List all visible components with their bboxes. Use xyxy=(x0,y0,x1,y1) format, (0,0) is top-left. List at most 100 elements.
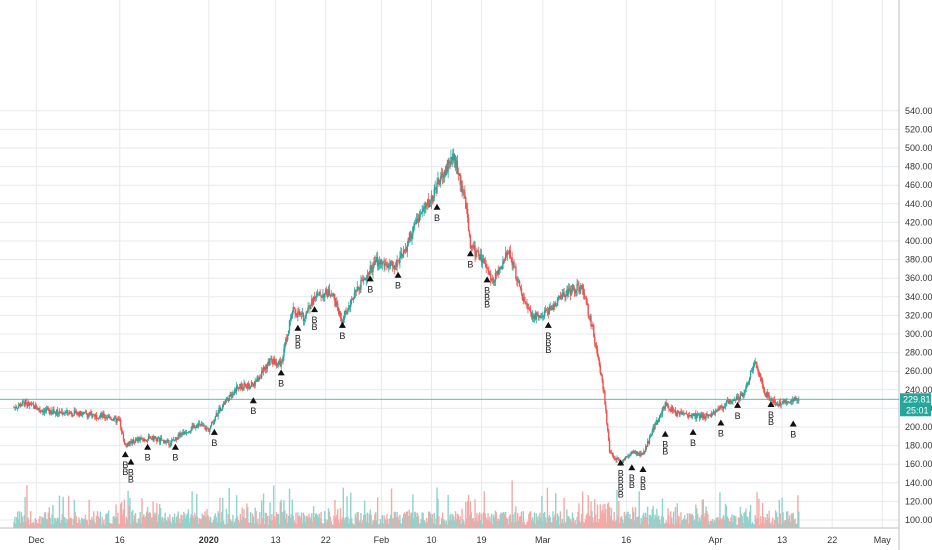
volume-bar xyxy=(382,523,384,528)
volume-bar xyxy=(256,522,258,528)
volume-bar xyxy=(756,492,758,528)
volume-bar xyxy=(52,504,54,528)
candle-body xyxy=(655,423,657,425)
candle-body xyxy=(299,312,302,315)
candle-body xyxy=(94,414,97,417)
price-axis[interactable]: 100.00120.00140.00160.00180.00200.00220.… xyxy=(905,106,932,525)
candle-body xyxy=(659,413,662,416)
volume-bar xyxy=(255,511,257,528)
volume-bar xyxy=(581,513,583,528)
volume-bar xyxy=(523,521,525,528)
volume-bar xyxy=(352,524,355,528)
candle-body xyxy=(401,255,404,257)
volume-bar xyxy=(585,514,588,528)
candle-body xyxy=(689,415,691,416)
volume-bar xyxy=(690,514,692,528)
candle-body xyxy=(297,311,299,318)
candle-body xyxy=(570,289,573,296)
candle-body xyxy=(308,307,310,309)
time-tick-label: Apr xyxy=(708,535,722,545)
volume-bar xyxy=(616,489,618,528)
price-tick-label: 140.00 xyxy=(905,478,932,488)
candle-body xyxy=(218,407,220,414)
volume-bar xyxy=(421,512,423,528)
volume-bar xyxy=(453,520,456,528)
volume-bar xyxy=(519,515,522,528)
candle-body xyxy=(619,459,621,463)
volume-bar xyxy=(303,515,306,528)
volume-bar xyxy=(182,519,184,528)
candle-body xyxy=(508,250,511,254)
volume-bar xyxy=(132,510,134,528)
candle-body xyxy=(736,396,739,398)
volume-bar xyxy=(437,498,439,528)
candle-body xyxy=(50,410,52,415)
candle-body xyxy=(635,451,638,454)
candle-body xyxy=(764,393,767,396)
volume-bar xyxy=(432,522,435,528)
buy-signal-triangle xyxy=(338,321,346,328)
volume-bar xyxy=(488,520,490,528)
volume-bar xyxy=(672,511,675,528)
volume-bar xyxy=(332,524,334,528)
volume-bar xyxy=(317,517,319,528)
volume-bar xyxy=(30,523,33,528)
time-tick-label: Dec xyxy=(28,535,45,545)
candle-body xyxy=(360,280,362,290)
volume-bar xyxy=(294,522,296,528)
volume-bar xyxy=(665,520,667,528)
volume-bar xyxy=(627,511,629,528)
candle-body xyxy=(410,232,412,239)
candle-body xyxy=(288,320,291,331)
candle-body xyxy=(242,388,244,390)
volume-bar xyxy=(359,520,361,528)
candle-body xyxy=(180,433,182,435)
candle-body xyxy=(544,309,547,311)
candle-body xyxy=(59,411,62,413)
volume-bar xyxy=(662,516,665,528)
candle-body xyxy=(685,413,688,415)
candle-body xyxy=(470,245,473,249)
volume-bar xyxy=(677,515,679,528)
candle-body xyxy=(681,412,683,415)
volume-bar xyxy=(524,524,526,528)
candle-body xyxy=(748,377,751,382)
candle-body xyxy=(273,358,275,365)
volume-bar xyxy=(762,516,765,528)
volume-bar xyxy=(64,517,66,528)
volume-bar xyxy=(158,504,161,528)
candle-body xyxy=(514,266,516,268)
volume-bar xyxy=(206,509,208,528)
volume-bar xyxy=(295,512,297,528)
candle-body xyxy=(510,257,512,259)
volume-bar xyxy=(505,517,508,528)
volume-bar xyxy=(689,513,691,528)
time-axis[interactable]: Dec 16 2020 13 22 Feb 10 19 Mar 16 Apr 13 22 May xyxy=(28,535,891,545)
volume-bar xyxy=(724,503,727,528)
volume-bar xyxy=(738,517,741,528)
candle-body xyxy=(680,411,682,413)
candle-body xyxy=(590,316,592,327)
volume-bar xyxy=(674,507,677,528)
buy-signal-label: B xyxy=(128,475,134,485)
candle-body xyxy=(239,387,242,388)
candle-body xyxy=(703,413,705,419)
candle-body xyxy=(369,265,371,274)
volume-bar xyxy=(491,523,494,528)
candle-body xyxy=(478,256,481,260)
candle-body xyxy=(538,315,540,317)
volume-bar xyxy=(290,514,293,528)
volume-bar xyxy=(545,522,548,528)
price-tick-label: 180.00 xyxy=(905,441,932,451)
candle-body xyxy=(407,238,409,245)
volume-bar xyxy=(334,500,336,528)
candle-body xyxy=(53,409,55,413)
candle-body xyxy=(713,410,716,414)
candle-body xyxy=(282,356,284,362)
price-tick-label: 520.00 xyxy=(905,124,932,134)
candle-body xyxy=(376,257,379,267)
candle-body xyxy=(767,392,769,395)
candle-body xyxy=(365,279,368,281)
